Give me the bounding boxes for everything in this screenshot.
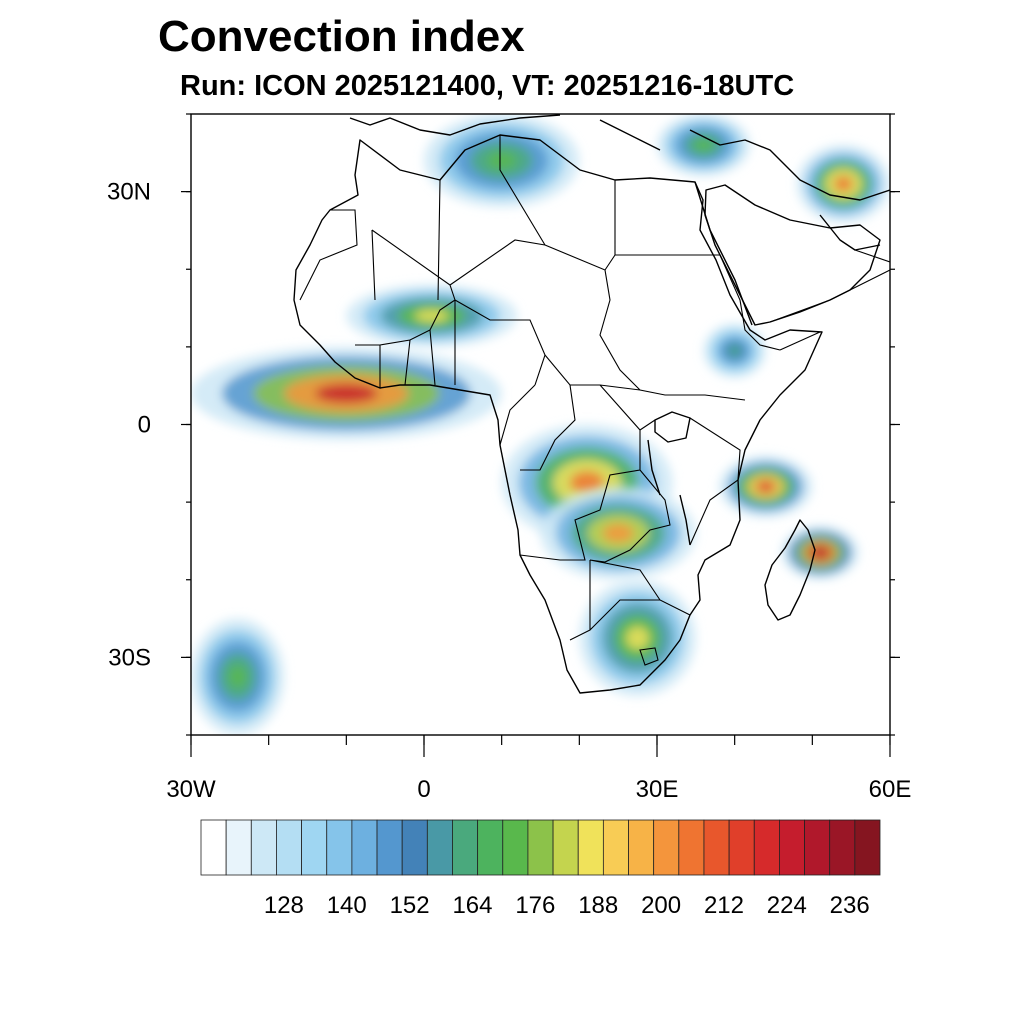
colorbar-swatch (250, 819, 277, 876)
colorbar-swatch (200, 819, 227, 876)
colorbar-swatch (628, 819, 655, 876)
colorbar-swatch (552, 819, 579, 876)
colorbar-swatch (376, 819, 403, 876)
europe-coastline (349, 114, 890, 201)
lon-tick-label: 30W (166, 776, 216, 803)
convection-cell (694, 138, 713, 152)
lat-tick-label: 30N (107, 179, 151, 206)
colorbar-label: 164 (452, 892, 492, 919)
convection-field (191, 114, 890, 735)
colorbar-swatch (602, 819, 629, 876)
convection-region (703, 323, 766, 378)
convection-cell (315, 384, 378, 403)
colorbar-swatch (829, 819, 856, 876)
convection-region (191, 346, 502, 441)
convection-region (346, 284, 518, 347)
colorbar-label: 212 (704, 892, 744, 919)
red-sea-coastline (694, 181, 753, 326)
lake-malawi (679, 494, 691, 546)
lon-tick-label: 0 (417, 776, 430, 803)
convection-region (540, 486, 696, 580)
country-borders (299, 135, 890, 666)
convection-cell (756, 480, 776, 493)
madagascar-coastline (764, 519, 816, 621)
border-lines (299, 135, 890, 666)
colorbar-swatch (301, 819, 328, 876)
colorbar-swatch (577, 819, 604, 876)
colorbar-swatch (678, 819, 705, 876)
map-subtitle: Run: ICON 2025121400, VT: 20251216-18UTC (180, 70, 795, 102)
colorbar-label: 200 (641, 892, 681, 919)
colorbar-label: 224 (767, 892, 807, 919)
africa-coastline (293, 134, 823, 694)
colorbar-swatch (527, 819, 554, 876)
convection-region (796, 145, 890, 223)
convection-region (781, 525, 859, 580)
axis-ticks (181, 113, 900, 757)
colorbar-label: 236 (830, 892, 870, 919)
convection-region (424, 114, 580, 208)
convection-cell (834, 176, 853, 192)
convection-region (191, 618, 285, 735)
colorbar-label: 176 (515, 892, 555, 919)
lat-tick-label: 0 (138, 412, 151, 439)
colorbar-swatch (351, 819, 378, 876)
colorbar-label: 188 (578, 892, 618, 919)
colorbar-swatch (703, 819, 730, 876)
colorbar-swatch (477, 819, 504, 876)
convection-cell (228, 665, 247, 689)
convection-cell (414, 309, 449, 323)
convection-cell (728, 345, 741, 357)
coastlines (293, 114, 890, 694)
map-title: Convection index (158, 12, 525, 61)
convection-cell (625, 626, 650, 650)
lat-tick-label: 30S (108, 644, 151, 671)
colorbar-swatch (753, 819, 780, 876)
convection-region (579, 579, 696, 697)
lon-tick-label: 30E (636, 776, 679, 803)
convection-region (719, 455, 813, 518)
convection-region (657, 114, 751, 177)
colorbar: 128 140 152 164 176 188 200 212 224 236 (200, 819, 881, 919)
lon-tick-label: 60E (869, 776, 912, 803)
colorbar-swatch (225, 819, 252, 876)
colorbar-swatch (728, 819, 755, 876)
convection-cell (812, 547, 828, 559)
convection-cell (486, 151, 518, 170)
colorbar-swatch (653, 819, 680, 876)
colorbar-swatch (804, 819, 831, 876)
convection-cell (570, 471, 605, 495)
lake-tanganyika (647, 439, 661, 496)
colorbar-swatch (854, 819, 881, 876)
colorbar-swatch (502, 819, 529, 876)
axis-tick-labels: 30N 0 30S 30W 0 30E 60E (107, 179, 911, 803)
convection-cell (602, 523, 634, 543)
gulf-coastline (819, 214, 881, 251)
lake-victoria (654, 411, 691, 443)
colorbar-swatch (276, 819, 302, 876)
colorbar-label: 152 (390, 892, 430, 919)
colorbar-swatch (326, 819, 353, 876)
colorbar-swatch (401, 819, 428, 876)
colorbar-swatch (452, 819, 479, 876)
colorbar-swatch (426, 819, 453, 876)
colorbar-label: 128 (264, 892, 304, 919)
colorbar-swatch (779, 819, 805, 876)
colorbar-label: 140 (327, 892, 367, 919)
